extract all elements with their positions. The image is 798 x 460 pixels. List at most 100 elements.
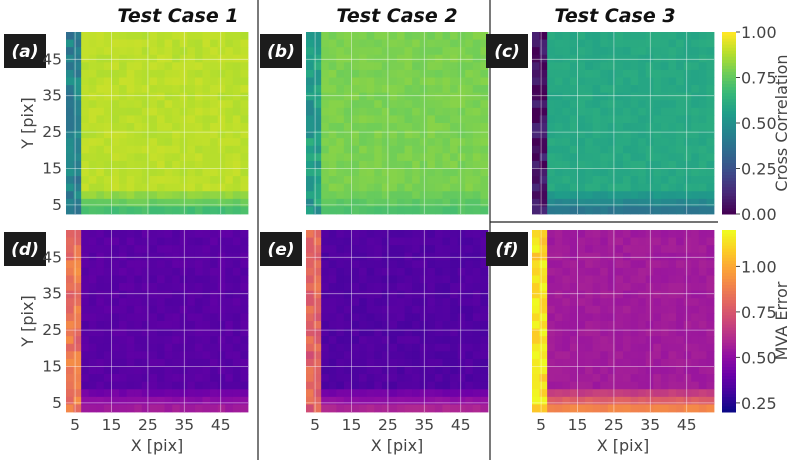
heatmap-cell — [321, 153, 330, 162]
heatmap-cell — [306, 153, 314, 162]
colorbar-segment — [722, 180, 736, 185]
heatmap-cell — [149, 160, 158, 169]
heatmap-cell — [600, 396, 609, 405]
heatmap-cell — [232, 62, 241, 71]
heatmap-cell — [592, 396, 601, 405]
heatmap-cell — [569, 260, 578, 269]
heatmap-cell — [157, 123, 165, 131]
heatmap-cell — [691, 290, 700, 299]
heatmap-cell — [397, 62, 405, 71]
heatmap-cell — [374, 138, 383, 147]
heatmap-cell — [149, 267, 158, 276]
heatmap-cell — [306, 366, 314, 375]
heatmap-cell — [427, 343, 436, 352]
heatmap-cell — [111, 92, 120, 101]
heatmap-cell — [480, 290, 489, 299]
heatmap-cell — [202, 69, 211, 78]
heatmap-cell — [321, 389, 330, 398]
heatmap-cell — [141, 230, 150, 238]
heatmap-cell — [419, 176, 428, 185]
heatmap-cell — [480, 32, 489, 40]
heatmap-cell — [480, 313, 489, 322]
heatmap-cell — [638, 198, 647, 207]
heatmap-cell — [615, 351, 624, 360]
heatmap-cell — [450, 168, 459, 177]
colorbar-segment — [722, 110, 736, 115]
heatmap-cell — [676, 62, 685, 71]
colorbar-segment — [722, 141, 736, 145]
heatmap-cell — [457, 328, 466, 337]
heatmap-cell — [119, 123, 128, 131]
heatmap-cell — [457, 230, 466, 238]
heatmap-cell — [683, 343, 692, 352]
heatmap-cell — [539, 396, 548, 405]
column-title-2: Test Case 2 — [336, 5, 457, 27]
heatmap-cell — [615, 283, 624, 292]
heatmap-cell — [134, 85, 143, 94]
heatmap-cell — [202, 305, 211, 314]
heatmap-cell — [404, 237, 413, 246]
heatmap-cell — [141, 77, 150, 86]
heatmap-cell — [149, 321, 158, 329]
heatmap-cell — [336, 115, 345, 124]
heatmap-cell — [676, 123, 685, 131]
heatmap-cell — [103, 275, 112, 284]
y-axis-label: Y [pix] — [18, 295, 37, 347]
heatmap-cell — [73, 351, 82, 360]
heatmap-cell — [240, 107, 249, 116]
heatmap-cell — [691, 160, 700, 169]
heatmap-cell — [630, 381, 639, 390]
heatmap-cell — [623, 230, 631, 238]
heatmap-cell — [577, 321, 586, 329]
heatmap-cell — [645, 283, 654, 292]
heatmap-cell — [187, 39, 196, 48]
heatmap-cell — [210, 168, 219, 177]
heatmap-cell — [366, 32, 375, 40]
heatmap-cell — [615, 54, 624, 63]
heatmap-cell — [179, 32, 188, 40]
heatmap-cell — [374, 145, 383, 154]
heatmap-cell — [554, 92, 563, 101]
heatmap-cell — [306, 245, 314, 254]
heatmap-cell — [623, 321, 631, 329]
heatmap-cell — [149, 168, 158, 177]
heatmap-cell — [164, 77, 173, 86]
heatmap-cell — [554, 252, 563, 261]
heatmap-cell — [157, 321, 165, 329]
heatmap-cell — [194, 198, 203, 207]
colorbar-segment — [722, 101, 736, 106]
heatmap-cell — [668, 206, 677, 215]
heatmap-cell — [210, 153, 219, 162]
heatmap-cell — [202, 313, 211, 322]
heatmap-cell — [88, 305, 97, 314]
heatmap-cell — [141, 328, 150, 337]
heatmap-cell — [457, 77, 466, 86]
heatmap-cell — [585, 389, 594, 398]
heatmap-cell — [698, 283, 707, 292]
heatmap-cell — [434, 275, 443, 284]
y-tick-label: 25 — [42, 321, 62, 339]
heatmap-cell — [359, 100, 368, 109]
heatmap-cell — [600, 366, 609, 375]
heatmap-cell — [668, 62, 677, 71]
colorbar-segment — [722, 351, 736, 355]
heatmap-cell — [539, 290, 548, 299]
heatmap-cell — [343, 245, 352, 254]
heatmap-cell — [103, 191, 112, 200]
heatmap-cell — [600, 252, 609, 261]
heatmap-cell — [119, 69, 128, 78]
heatmap-cell — [668, 283, 677, 292]
heatmap-cell — [554, 389, 563, 398]
heatmap-cell — [111, 176, 120, 185]
heatmap-cell — [427, 389, 436, 398]
heatmap-cell — [404, 343, 413, 352]
heatmap-cell — [366, 283, 375, 292]
heatmap-cell — [366, 404, 375, 413]
heatmap-cell — [653, 305, 662, 314]
heatmap-cell — [164, 351, 173, 360]
heatmap-cell — [623, 39, 631, 48]
heatmap-cell — [336, 62, 345, 71]
heatmap-cell — [592, 206, 601, 215]
heatmap-cell — [232, 328, 241, 337]
heatmap-cell — [343, 404, 352, 413]
